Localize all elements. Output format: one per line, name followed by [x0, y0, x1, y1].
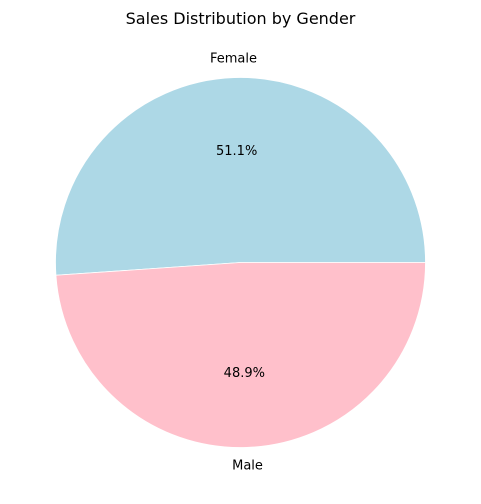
- pie-slices: [55, 77, 426, 448]
- slice-label-female: Female: [210, 52, 257, 67]
- pie-labels: Female 51.1% Male 48.9%: [210, 52, 265, 474]
- slice-label-male: Male: [232, 458, 263, 473]
- pie-slice-female: [55, 77, 426, 276]
- pie-slice-male: [55, 262, 426, 448]
- slice-percent-male: 48.9%: [224, 366, 265, 381]
- chart-title: Sales Distribution by Gender: [126, 9, 356, 28]
- slice-percent-female: 51.1%: [216, 144, 257, 159]
